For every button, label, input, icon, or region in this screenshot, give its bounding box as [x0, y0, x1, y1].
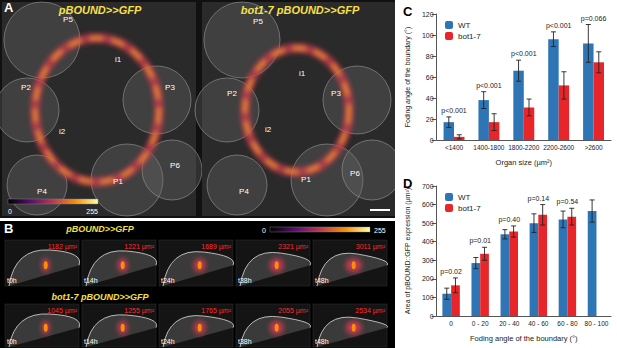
svg-text:p=0.01: p=0.01 — [469, 237, 491, 245]
svg-text:P6: P6 — [170, 161, 180, 170]
svg-text:WT: WT — [458, 21, 471, 30]
svg-text:700: 700 — [422, 183, 434, 190]
svg-text:p<0.001: p<0.001 — [546, 22, 572, 30]
svg-text:100: 100 — [422, 294, 434, 301]
svg-text:120: 120 — [422, 11, 434, 18]
svg-text:Foding angle of the boundary (: Foding angle of the boundary (°) — [470, 334, 578, 343]
svg-text:i2: i2 — [265, 125, 272, 134]
svg-text:1800-2200: 1800-2200 — [508, 144, 539, 151]
svg-text:300: 300 — [422, 257, 434, 264]
svg-text:t38h: t38h — [238, 277, 252, 284]
svg-text:255: 255 — [374, 227, 386, 234]
svg-text:bot1-7: bot1-7 — [458, 204, 481, 213]
svg-text:t38h: t38h — [238, 338, 252, 345]
svg-text:40: 40 — [426, 95, 434, 102]
svg-text:400: 400 — [422, 238, 434, 245]
svg-text:P1: P1 — [301, 175, 311, 184]
svg-text:D: D — [403, 176, 412, 191]
svg-text:t0h: t0h — [7, 277, 17, 284]
svg-text:p<0.001: p<0.001 — [476, 82, 502, 90]
svg-text:P4: P4 — [239, 187, 249, 196]
svg-text:P5: P5 — [253, 17, 263, 26]
svg-text:<1400: <1400 — [445, 144, 464, 151]
svg-text:P6: P6 — [350, 169, 360, 178]
svg-text:20 - 40: 20 - 40 — [499, 320, 520, 327]
svg-text:P4: P4 — [37, 187, 47, 196]
svg-text:pBOUND>>GFP: pBOUND>>GFP — [58, 4, 142, 16]
svg-text:P2: P2 — [227, 89, 237, 98]
svg-text:0: 0 — [430, 313, 434, 320]
svg-text:Area of pBOUND::GFP expression: Area of pBOUND::GFP expression (µm²) — [404, 188, 412, 314]
svg-text:pBOUND>>GFP: pBOUND>>GFP — [65, 224, 135, 234]
svg-text:60 - 80: 60 - 80 — [557, 320, 578, 327]
svg-text:t48h: t48h — [315, 338, 329, 345]
svg-text:>2600: >2600 — [584, 144, 603, 151]
svg-text:t48h: t48h — [315, 277, 329, 284]
svg-text:p=0.02: p=0.02 — [440, 268, 462, 276]
svg-text:bot1-7 pBOUND>>GFP: bot1-7 pBOUND>>GFP — [241, 4, 360, 16]
svg-text:B: B — [4, 221, 13, 236]
svg-text:3011 µm²: 3011 µm² — [356, 243, 386, 251]
svg-text:Organ size (µm²): Organ size (µm²) — [496, 158, 553, 167]
svg-text:A: A — [4, 0, 14, 15]
svg-text:2534 µm²: 2534 µm² — [355, 307, 385, 315]
svg-text:WT: WT — [458, 193, 471, 202]
svg-text:p<0.001: p<0.001 — [441, 107, 467, 115]
svg-text:t0h: t0h — [7, 338, 17, 345]
svg-text:500: 500 — [422, 220, 434, 227]
svg-text:200: 200 — [422, 275, 434, 282]
svg-text:0: 0 — [8, 208, 12, 215]
svg-text:100: 100 — [422, 32, 434, 39]
svg-text:80: 80 — [426, 53, 434, 60]
svg-text:Foding angle of the boundary (: Foding angle of the boundary (°) — [404, 27, 412, 127]
svg-text:1045 µm²: 1045 µm² — [47, 307, 77, 315]
svg-text:t14h: t14h — [84, 338, 98, 345]
svg-text:1182 µm²: 1182 µm² — [48, 243, 78, 251]
svg-text:p<0.001: p<0.001 — [511, 50, 537, 58]
svg-text:0 - 20: 0 - 20 — [472, 320, 489, 327]
svg-text:p=0.40: p=0.40 — [498, 216, 520, 224]
svg-text:80 - 100: 80 - 100 — [585, 320, 609, 327]
svg-text:bot1-7 pBOUND>>GFP: bot1-7 pBOUND>>GFP — [51, 292, 149, 302]
svg-text:2200-2600: 2200-2600 — [543, 144, 574, 151]
svg-text:p=0.14: p=0.14 — [528, 195, 550, 203]
svg-text:p=0.066: p=0.066 — [581, 15, 607, 23]
svg-text:i1: i1 — [115, 55, 122, 64]
svg-text:1255 µm²: 1255 µm² — [124, 307, 154, 315]
svg-text:255: 255 — [86, 208, 98, 215]
svg-text:0: 0 — [262, 227, 266, 234]
svg-text:i2: i2 — [59, 127, 66, 136]
svg-text:i1: i1 — [299, 69, 306, 78]
svg-text:2055 µm²: 2055 µm² — [278, 307, 308, 315]
svg-text:600: 600 — [422, 201, 434, 208]
svg-text:P3: P3 — [165, 83, 175, 92]
svg-text:bot1-7: bot1-7 — [458, 32, 481, 41]
svg-text:P3: P3 — [331, 89, 341, 98]
svg-text:t24h: t24h — [161, 277, 175, 284]
svg-text:P1: P1 — [113, 177, 123, 186]
svg-text:60: 60 — [426, 74, 434, 81]
svg-text:20: 20 — [426, 116, 434, 123]
svg-text:1689 µm²: 1689 µm² — [201, 243, 231, 251]
svg-text:1221 µm²: 1221 µm² — [124, 243, 154, 251]
svg-text:t24h: t24h — [161, 338, 175, 345]
svg-text:t14h: t14h — [84, 277, 98, 284]
svg-text:P5: P5 — [63, 15, 73, 24]
svg-text:p=0.54: p=0.54 — [557, 198, 579, 206]
svg-text:C: C — [403, 4, 413, 19]
svg-text:2321 µm²: 2321 µm² — [278, 243, 308, 251]
svg-text:0: 0 — [430, 137, 434, 144]
svg-text:1765 µm²: 1765 µm² — [201, 307, 231, 315]
svg-text:1400-1800: 1400-1800 — [473, 144, 504, 151]
svg-text:0: 0 — [449, 320, 453, 327]
svg-text:40 - 60: 40 - 60 — [528, 320, 549, 327]
svg-text:P2: P2 — [21, 83, 31, 92]
